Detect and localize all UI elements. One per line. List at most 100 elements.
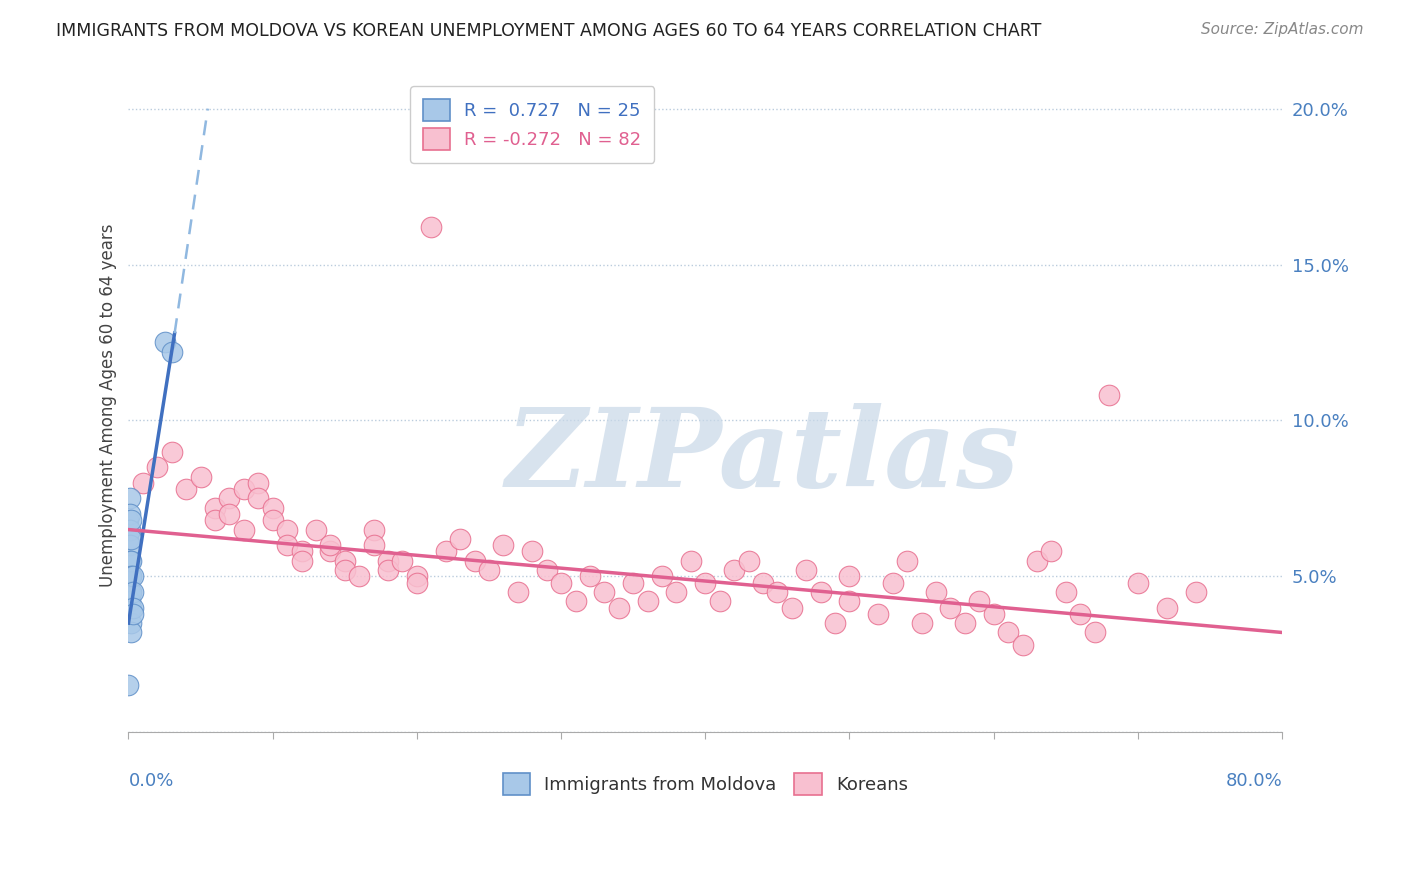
Point (118, 569, 141, 583)
Point (232, 482, 254, 496)
Point (363, 538, 385, 552)
Point (593, 585, 616, 599)
Point (838, 594, 860, 608)
Point (290, 544, 312, 558)
Point (766, 585, 789, 599)
Point (377, 563, 399, 577)
Point (153, 335, 176, 350)
Point (607, 600, 630, 615)
Point (925, 585, 948, 599)
Point (118, 585, 141, 599)
Point (120, 600, 142, 615)
Point (276, 523, 298, 537)
Point (810, 585, 832, 599)
Point (117, 678, 139, 692)
Point (621, 575, 644, 590)
Point (118, 491, 141, 506)
Point (1098, 388, 1121, 402)
Point (723, 563, 745, 577)
Point (247, 491, 270, 506)
Point (305, 523, 328, 537)
Y-axis label: Unemployment Among Ages 60 to 64 years: Unemployment Among Ages 60 to 64 years (100, 223, 117, 587)
Point (896, 554, 918, 568)
Point (478, 563, 501, 577)
Point (319, 538, 342, 552)
Point (1126, 575, 1149, 590)
Point (838, 569, 860, 583)
Point (232, 523, 254, 537)
Point (1069, 607, 1091, 621)
Point (536, 563, 558, 577)
Point (190, 469, 212, 483)
Text: IMMIGRANTS FROM MOLDOVA VS KOREAN UNEMPLOYMENT AMONG AGES 60 TO 64 YEARS CORRELA: IMMIGRANTS FROM MOLDOVA VS KOREAN UNEMPL… (56, 22, 1042, 40)
Point (120, 513, 142, 527)
Text: ZIPatlas: ZIPatlas (506, 403, 1019, 511)
Point (262, 500, 284, 515)
Point (347, 569, 370, 583)
Point (120, 616, 142, 631)
Point (953, 616, 976, 631)
Point (262, 513, 284, 527)
Point (492, 538, 515, 552)
Point (121, 607, 143, 621)
Point (160, 444, 183, 458)
Point (550, 575, 572, 590)
Point (333, 554, 356, 568)
Point (1040, 544, 1063, 558)
Point (391, 554, 413, 568)
Point (120, 532, 142, 546)
Point (420, 220, 443, 235)
Point (377, 554, 399, 568)
Point (118, 523, 141, 537)
Point (1184, 585, 1206, 599)
Point (910, 616, 932, 631)
Point (218, 491, 240, 506)
Point (117, 513, 139, 527)
Point (637, 594, 659, 608)
Point (333, 563, 356, 577)
Point (204, 513, 226, 527)
Point (522, 544, 544, 558)
Point (939, 600, 962, 615)
Point (752, 575, 775, 590)
Point (780, 600, 803, 615)
Point (709, 594, 731, 608)
Point (1011, 638, 1033, 652)
Point (405, 575, 427, 590)
Point (363, 523, 385, 537)
Point (651, 569, 673, 583)
Text: Source: ZipAtlas.com: Source: ZipAtlas.com (1201, 22, 1364, 37)
Point (146, 460, 169, 475)
Point (120, 554, 142, 568)
Point (679, 554, 702, 568)
Point (247, 475, 270, 490)
Point (967, 594, 990, 608)
Point (794, 563, 817, 577)
Point (118, 594, 141, 608)
Point (204, 500, 226, 515)
Point (882, 575, 904, 590)
Point (160, 344, 183, 359)
Point (1084, 625, 1107, 640)
Point (132, 475, 155, 490)
Point (120, 625, 142, 640)
Point (564, 594, 586, 608)
Point (506, 585, 529, 599)
Point (218, 507, 240, 521)
Point (868, 607, 890, 621)
Point (824, 616, 846, 631)
Point (983, 607, 1005, 621)
Text: 80.0%: 80.0% (1226, 772, 1282, 789)
Point (1054, 585, 1077, 599)
Point (1156, 600, 1178, 615)
Point (276, 538, 298, 552)
Point (449, 532, 471, 546)
Point (434, 544, 457, 558)
Point (319, 544, 342, 558)
Point (121, 585, 143, 599)
Point (290, 554, 312, 568)
Point (118, 538, 141, 552)
Point (695, 575, 717, 590)
Point (121, 569, 143, 583)
Point (117, 532, 139, 546)
